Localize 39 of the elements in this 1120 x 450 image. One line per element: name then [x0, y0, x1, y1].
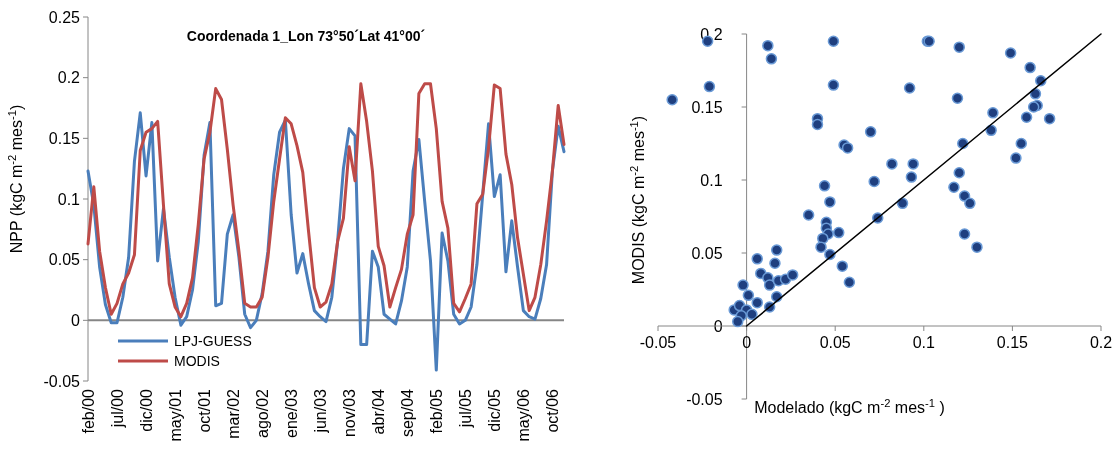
y-tick-label: 0 [71, 311, 81, 329]
x-tick-label: jun/03 [311, 388, 329, 434]
x-tick-label: dic/00 [137, 388, 155, 432]
x-tick-label: 0.1 [912, 334, 936, 351]
x-tick-label: mar/02 [224, 388, 242, 439]
y-tick-label: 0.25 [48, 8, 81, 26]
line-series [86, 82, 566, 319]
x-tick-label: sep/04 [398, 388, 416, 438]
y-tick-label: 0 [713, 317, 723, 335]
y-tick-label: 0.1 [57, 190, 81, 208]
x-tick-label: dic/05 [485, 388, 503, 432]
legend-label: MODIS [174, 352, 220, 369]
legend-label: LPJ-GUESS [174, 332, 252, 349]
y-tick-label: 0.15 [48, 129, 81, 147]
x-tick-label: feb/05 [427, 388, 445, 434]
x-tick-label: may/01 [166, 388, 184, 442]
x-tick-label: 0.15 [996, 334, 1029, 351]
y-tick-label: 0.1 [700, 171, 723, 189]
text: Coordenada 1_Lon 73°50´Lat 41°00´ [186, 28, 426, 44]
y-tick-label: -0.05 [43, 372, 81, 390]
x-tick-label: oct/06 [543, 388, 561, 433]
x-tick-label: feb/00 [79, 388, 97, 434]
x-tick-label: jul/00 [108, 388, 126, 429]
x-tick-label: may/06 [514, 388, 532, 442]
y-tick-label: 0.05 [48, 251, 81, 269]
x-axis-title: Modelado (kgC m$^{-2}$ mes$^{-1}$ ) [754, 397, 945, 416]
x-tick-label: ago/02 [253, 388, 271, 438]
x-tick-label: nov/03 [340, 388, 358, 438]
y-tick-label: 0.15 [691, 98, 723, 116]
x-tick-label: 0.2 [1089, 334, 1113, 351]
x-tick-label: oct/01 [195, 388, 213, 433]
y-tick-label: 0.05 [691, 244, 723, 262]
x-tick-label: 0 [742, 334, 752, 351]
x-tick-label: jul/05 [456, 388, 474, 429]
x-tick-label: abr/04 [369, 388, 387, 435]
x-tick-label: 0.05 [819, 334, 851, 351]
y-tick-label: 0.2 [57, 69, 81, 87]
x-tick-label: -0.05 [639, 334, 677, 351]
x-tick-label: ene/03 [282, 388, 300, 438]
